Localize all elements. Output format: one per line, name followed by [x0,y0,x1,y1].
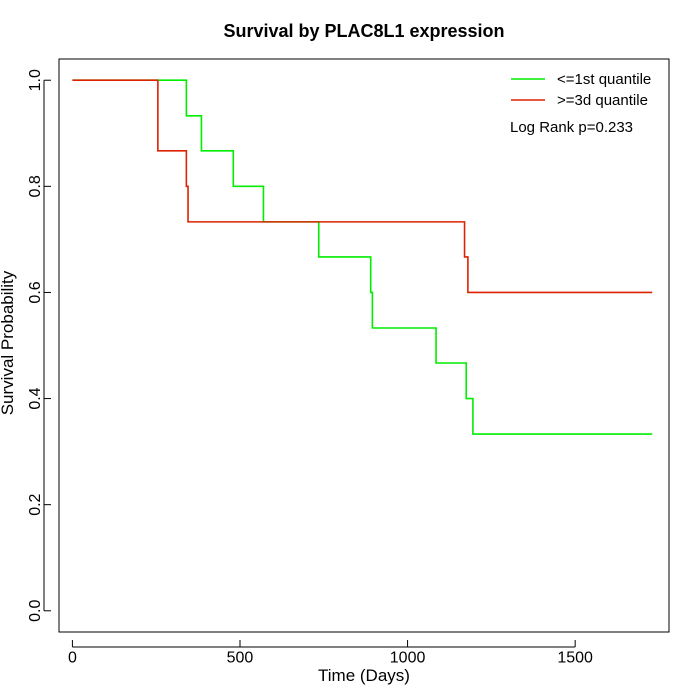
y-axis-label: Survival Probability [0,270,17,415]
series-layer [72,79,653,435]
series-line-1 [72,79,653,435]
legend-label: <=1st quantile [557,71,651,88]
x-axis: 0 500 1000 1500 [68,640,593,666]
x-axis-label: Time (Days) [318,666,410,685]
x-tick-label: 0 [68,649,77,666]
y-axis: 0.0 0.2 0.4 0.6 0.8 1.0 [27,69,51,622]
x-tick-label: 500 [227,649,254,666]
plot-frame [58,58,670,633]
y-tick-label: 0.2 [27,493,44,515]
y-tick-label: 0.6 [27,281,44,303]
log-rank-annotation: Log Rank p=0.233 [510,119,633,136]
y-tick-label: 0.4 [27,387,44,409]
legend-label: >=3d quantile [557,92,648,109]
legend: <=1st quantile >=3d quantile [511,71,651,109]
x-tick-label: 1000 [390,649,426,666]
y-tick-label: 0.0 [27,600,44,622]
chart-title: Survival by PLAC8L1 expression [223,21,504,41]
x-tick-label: 1500 [557,649,593,666]
y-tick-label: 0.8 [27,175,44,197]
series-line-2 [72,79,653,294]
y-tick-label: 1.0 [27,69,44,91]
